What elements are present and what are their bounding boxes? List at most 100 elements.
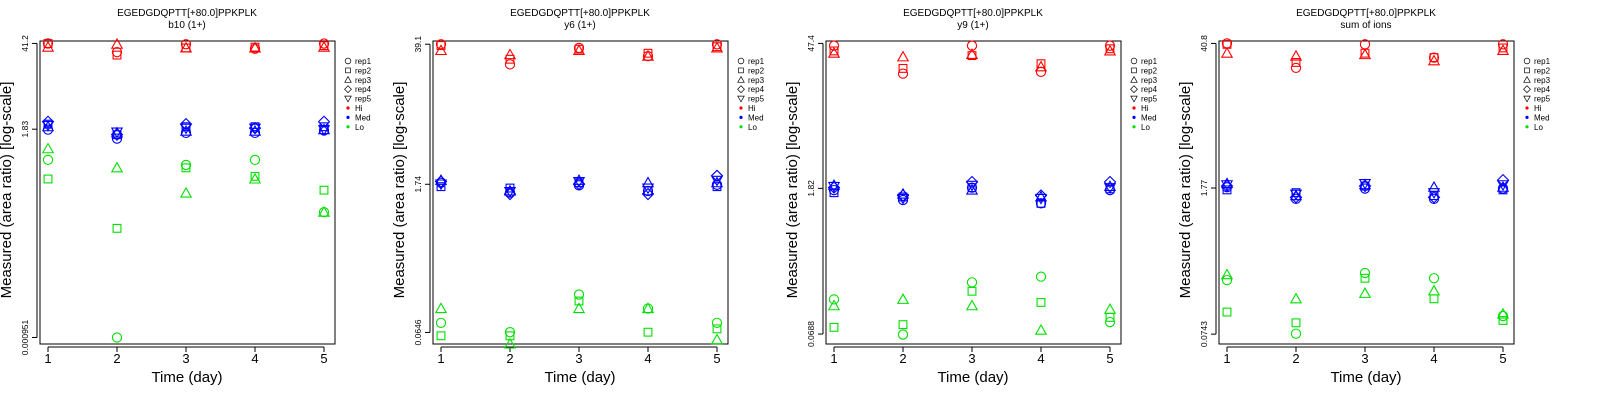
- data-point-med-rep5-day1: [434, 179, 448, 191]
- legend-label-rep3: rep3: [1534, 76, 1551, 85]
- chart-title: EGEDGDQPTT[+80.0]PPKPLK: [117, 8, 257, 19]
- data-points: [1220, 38, 1510, 339]
- data-point-lo-rep2-day3: [574, 296, 584, 306]
- data-point-hi-rep3-day1: [827, 46, 841, 58]
- legend-label-rep1: rep1: [355, 57, 372, 66]
- legend-label-rep5: rep5: [1534, 95, 1551, 104]
- legend-dot-lo: [739, 125, 743, 129]
- legend-label-med: Med: [355, 113, 371, 122]
- data-point-lo-rep2-day1: [829, 322, 839, 332]
- data-point-hi-rep1-day2: [1290, 62, 1302, 74]
- data-point-med-rep4-day5: [1103, 175, 1117, 189]
- data-point-lo-rep2-day4: [250, 171, 260, 181]
- data-points: [827, 40, 1117, 340]
- data-point-hi-rep1-day2: [897, 68, 909, 79]
- legend-marker-rep2: [738, 67, 744, 74]
- y-tick-label: 39.1: [413, 36, 423, 53]
- x-tick-label: 2: [113, 351, 120, 366]
- plot-frame: [1218, 40, 1515, 345]
- legend-marker-rep1: [1523, 57, 1531, 65]
- data-point-lo-rep1-day3: [966, 277, 978, 288]
- x-tick-label: 3: [182, 351, 189, 366]
- legend-marker-rep4: [737, 85, 745, 94]
- data-point-lo-rep1-day3: [1359, 267, 1371, 279]
- x-tick-label: 5: [1499, 351, 1506, 366]
- data-point-med-rep5-day4: [1034, 193, 1048, 205]
- data-point-med-rep3-day2: [503, 184, 517, 196]
- data-point-hi-rep3-day3: [572, 44, 586, 56]
- data-point-lo-rep1-day5: [1104, 316, 1116, 328]
- legend-marker-rep2: [1131, 67, 1137, 74]
- data-point-med-rep1-day4: [249, 127, 261, 139]
- data-points: [41, 37, 331, 343]
- x-tick-label: 4: [1430, 351, 1437, 366]
- chart-panel-b10: EGEDGDQPTT[+80.0]PPKPLK b10 (1+) 1 2 3 4 5 Time…: [0, 0, 400, 400]
- data-point-med-rep4-day2: [110, 128, 124, 141]
- data-point-med-rep1-day2: [111, 133, 123, 144]
- data-point-lo-rep3-day3: [179, 186, 193, 198]
- x-tick-label: 2: [899, 351, 906, 366]
- data-point-med-rep4-day5: [317, 115, 331, 129]
- data-point-med-rep3-day3: [965, 183, 979, 195]
- data-point-hi-rep1-day5: [318, 38, 330, 49]
- data-point-med-rep3-day4: [641, 176, 655, 188]
- data-point-med-rep4-day2: [1289, 190, 1303, 204]
- data-point-med-rep2-day1: [1222, 185, 1232, 195]
- legend-marker-rep5: [737, 95, 745, 103]
- legend-marker-rep3: [344, 75, 352, 83]
- data-point-hi-rep3-day1: [434, 44, 448, 56]
- data-point-med-rep5-day4: [1427, 188, 1441, 199]
- data-point-lo-rep1-day2: [504, 327, 516, 338]
- data-point-lo-rep2-day3: [181, 163, 191, 173]
- data-point-hi-rep1-day5: [711, 39, 723, 50]
- x-tick-label: 3: [968, 351, 975, 366]
- data-point-hi-rep2-day4: [1429, 53, 1439, 63]
- chart-subtitle: y6 (1+): [564, 20, 595, 31]
- data-point-lo-rep2-day3: [1360, 273, 1370, 283]
- y-tick-label: 1.83: [20, 121, 30, 138]
- legend-dot-hi: [1525, 106, 1529, 110]
- data-point-lo-rep2-day2: [112, 223, 122, 233]
- y-tick-label: 40.8: [1199, 35, 1209, 52]
- data-point-hi-rep1-day3: [180, 39, 192, 50]
- data-point-hi-rep2-day2: [112, 50, 122, 60]
- y-tick-label: 0.0646: [413, 319, 423, 345]
- legend-label-rep4: rep4: [1141, 85, 1158, 94]
- data-point-hi-rep2-day1: [436, 41, 446, 50]
- data-point-med-rep4-day2: [896, 189, 910, 202]
- data-point-med-rep2-day1: [436, 182, 446, 192]
- data-point-lo-rep2-day1: [436, 331, 446, 341]
- legend-label-hi: Hi: [1534, 104, 1542, 113]
- data-point-med-rep4-day3: [179, 117, 193, 131]
- chart-panel-sum-of-ions: EGEDGDQPTT[+80.0]PPKPLK sum of ions 1 2 3 4 5 T…: [1179, 0, 1579, 400]
- legend-label-med: Med: [748, 113, 764, 122]
- x-tick-label: 2: [1292, 351, 1299, 366]
- x-tick-label: 4: [644, 351, 651, 366]
- data-point-hi-rep2-day5: [1498, 43, 1508, 53]
- data-point-med-rep1-day4: [1035, 198, 1047, 209]
- data-point-med-rep3-day3: [179, 124, 193, 136]
- data-point-med-rep3-day5: [1103, 180, 1117, 191]
- legend-label-lo: Lo: [1534, 123, 1543, 132]
- plot-frame: [39, 40, 336, 345]
- data-point-med-rep5-day3: [179, 123, 193, 135]
- y-tick-label: 0.0688: [806, 321, 816, 347]
- legend-dot-hi: [346, 106, 350, 110]
- x-tick-label: 1: [830, 351, 837, 366]
- data-point-med-rep3-day5: [710, 176, 724, 188]
- data-point-med-rep4-day3: [572, 177, 586, 191]
- legend-label-rep4: rep4: [748, 85, 765, 94]
- y-tick-label: 0.0743: [1199, 321, 1209, 347]
- data-point-lo-rep3-day5: [1496, 307, 1510, 319]
- data-point-lo-rep2-day4: [1036, 297, 1046, 307]
- data-point-hi-rep1-day5: [1497, 39, 1509, 50]
- legend-label-med: Med: [1534, 113, 1550, 122]
- data-point-med-rep5-day1: [41, 120, 55, 132]
- data-point-med-rep3-day5: [1496, 180, 1510, 192]
- data-point-med-rep5-day5: [1103, 183, 1117, 194]
- data-point-med-rep5-day5: [710, 175, 724, 187]
- data-point-hi-rep3-day4: [1034, 60, 1048, 72]
